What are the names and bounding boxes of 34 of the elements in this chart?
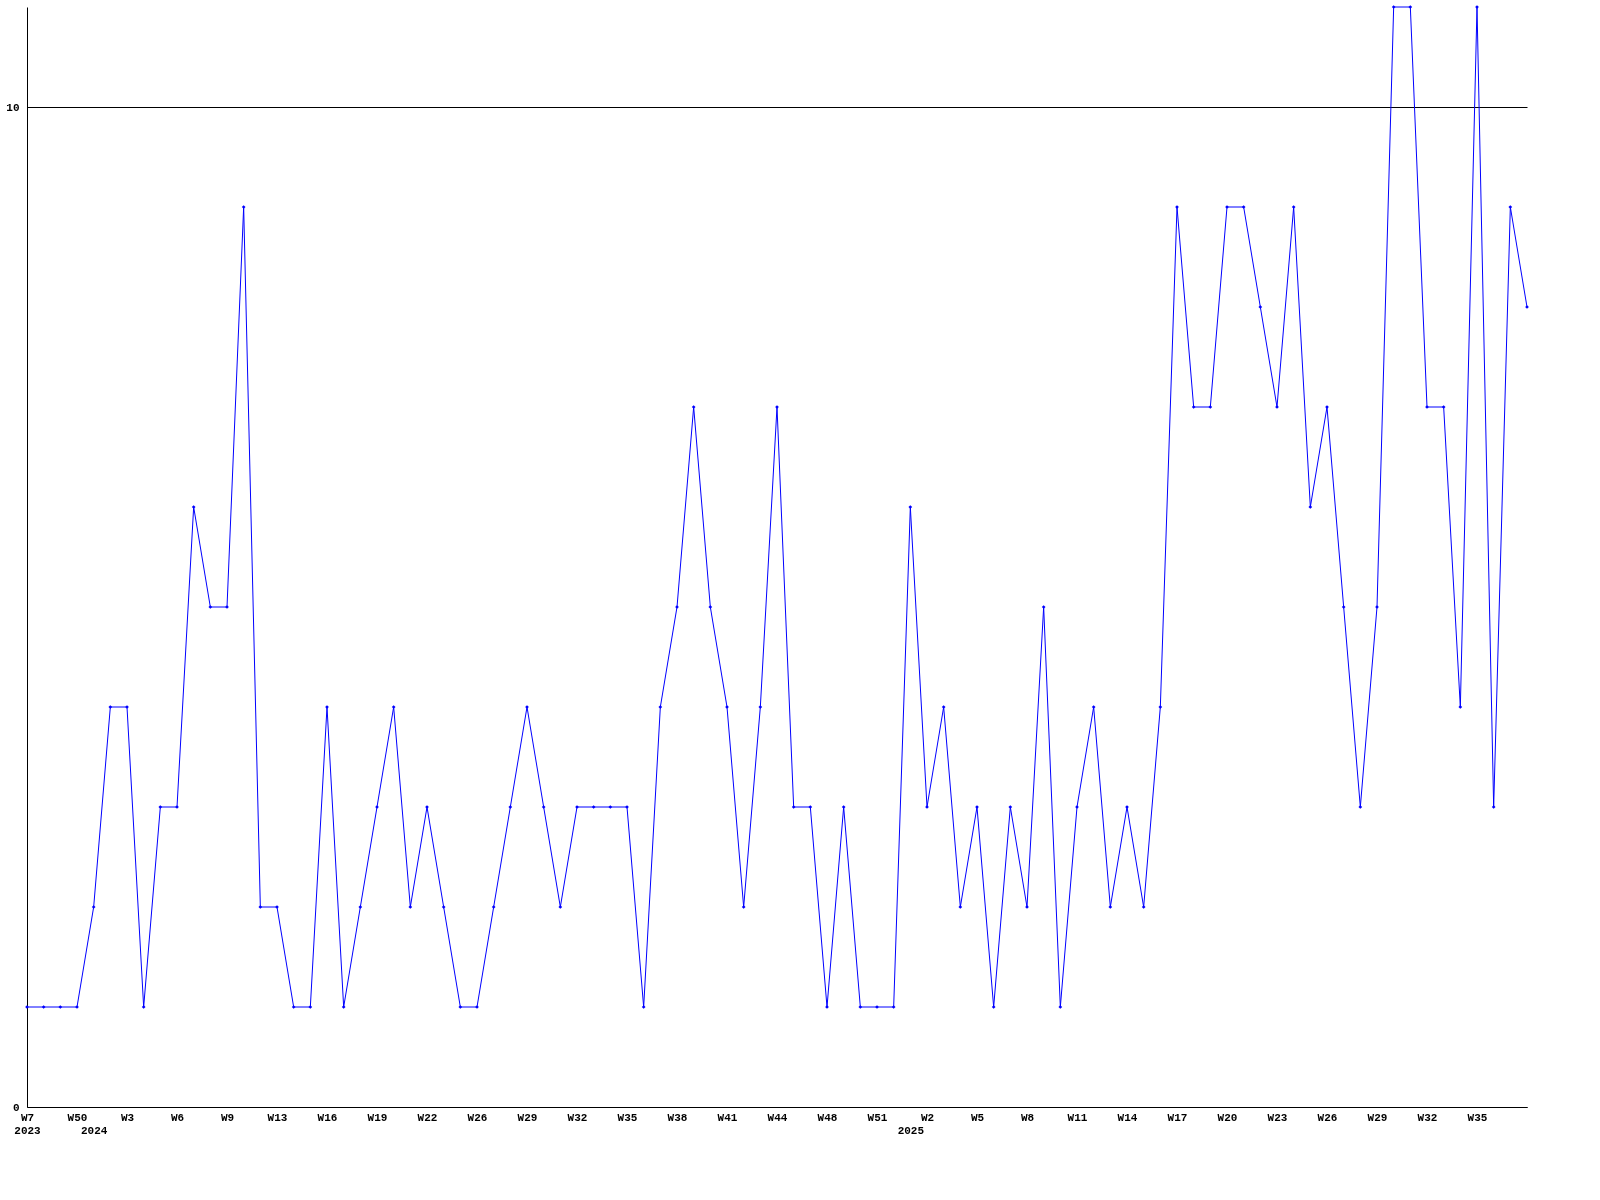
x-tick-label: W44: [767, 1111, 788, 1124]
x-tick-label: W35: [617, 1111, 638, 1124]
x-tick-label: W48: [817, 1111, 838, 1124]
x-tick-label: W9: [220, 1111, 235, 1124]
x-tick-label: W29: [1367, 1111, 1388, 1124]
x-tick-label: W35: [1467, 1111, 1488, 1124]
x-tick-label: W14: [1117, 1111, 1138, 1124]
x-tick-label: 2024: [80, 1124, 108, 1137]
x-tick-label: W22: [417, 1111, 438, 1124]
x-tick-label: W32: [1417, 1111, 1438, 1124]
x-tick-label: W19: [367, 1111, 388, 1124]
x-tick-label: W38: [667, 1111, 688, 1124]
y-tick-label: 0: [12, 1101, 20, 1114]
x-tick-label: W7 2023: [14, 1111, 42, 1137]
x-tick-label: W32: [567, 1111, 588, 1124]
x-tick-label: W26: [1317, 1111, 1338, 1124]
x-tick-label: W2: [920, 1111, 935, 1124]
y-tick-label: 10: [6, 101, 20, 114]
x-tick-label: W29: [517, 1111, 538, 1124]
x-tick-label: W6: [170, 1111, 185, 1124]
x-tick-label: W13: [267, 1111, 288, 1124]
x-tick-label: W41: [717, 1111, 738, 1124]
x-tick-label: W17: [1167, 1111, 1188, 1124]
x-tick-label: 2025: [897, 1124, 925, 1137]
x-tick-label: W26: [467, 1111, 488, 1124]
x-tick-label: W16: [317, 1111, 338, 1124]
x-tick-label: W3: [120, 1111, 135, 1124]
x-tick-label: W23: [1267, 1111, 1288, 1124]
x-tick-label: W8: [1020, 1111, 1035, 1124]
x-tick-label: W5: [970, 1111, 985, 1124]
x-tick-label: W20: [1217, 1111, 1238, 1124]
x-tick-label: W50: [67, 1111, 88, 1124]
x-tick-label: W11: [1067, 1111, 1088, 1124]
x-tick-label: W51: [867, 1111, 888, 1124]
